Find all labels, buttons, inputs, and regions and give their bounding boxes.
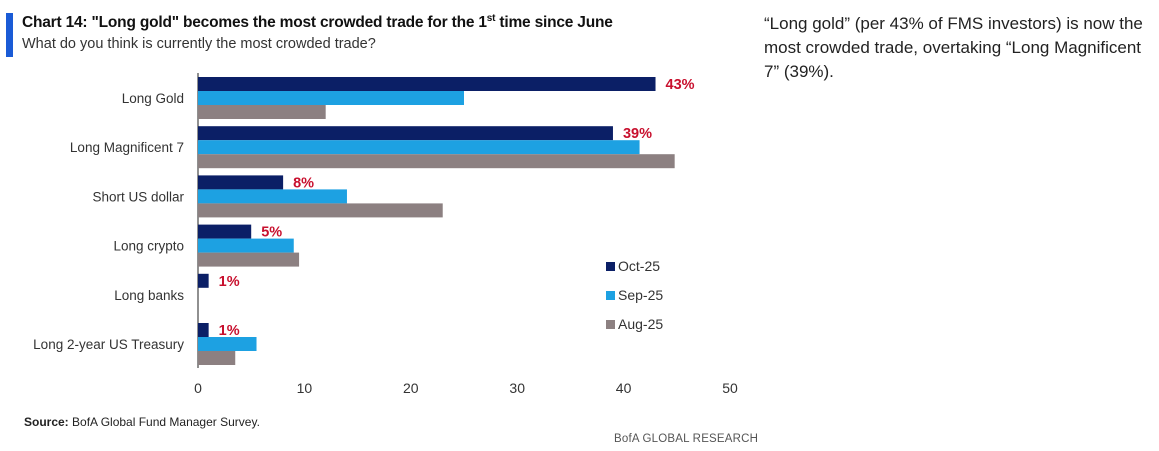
category-label: Long Magnificent 7 (70, 140, 184, 155)
source-note: Source: BofA Global Fund Manager Survey. (24, 415, 260, 429)
legend-swatch (606, 291, 615, 300)
category-label: Short US dollar (92, 189, 184, 204)
data-label: 39% (623, 126, 652, 142)
x-tick-label: 40 (616, 380, 632, 396)
title-accent-bar (6, 13, 13, 57)
bar-oct-25 (198, 323, 209, 337)
data-label: 5% (261, 225, 282, 241)
bar-oct-25 (198, 77, 656, 91)
data-label: 1% (219, 323, 240, 339)
bar-aug-25 (198, 105, 326, 119)
bar-sep-25 (198, 238, 294, 253)
data-label: 43% (666, 77, 695, 93)
commentary-text: “Long gold” (per 43% of FMS investors) i… (764, 14, 1143, 81)
bar-chart: 0 10 20 30 40 50 Long Gold 43% Long Magnificent … (33, 73, 738, 396)
x-tick-label: 20 (403, 380, 419, 396)
bar-sep-25 (198, 140, 640, 155)
category-label: Long Gold (122, 91, 184, 106)
bar-aug-25 (198, 351, 236, 365)
bar-aug-25 (198, 252, 300, 267)
bar-aug-25 (198, 154, 675, 169)
data-label: 1% (219, 274, 240, 290)
x-tick-label: 50 (722, 380, 738, 396)
chart-subtitle: What do you think is currently the most … (22, 36, 376, 52)
category-label: Long crypto (113, 239, 184, 254)
x-tick-label: 10 (297, 380, 313, 396)
x-tick-label: 0 (194, 380, 202, 396)
bar-sep-25 (198, 91, 464, 105)
bar-sep-25 (198, 337, 257, 351)
legend-swatch (606, 262, 615, 271)
bar-oct-25 (198, 224, 252, 239)
legend-label: Aug-25 (618, 316, 663, 332)
category-label: Long banks (114, 288, 184, 303)
legend-label: Sep-25 (618, 287, 663, 303)
footer-brand: BofA GLOBAL RESEARCH (614, 433, 759, 445)
legend-label: Oct-25 (618, 258, 660, 274)
bar-oct-25 (198, 273, 209, 288)
x-tick-label: 30 (509, 380, 525, 396)
bar-oct-25 (198, 126, 613, 141)
category-label: Long 2-year US Treasury (33, 337, 184, 352)
bar-aug-25 (198, 203, 443, 218)
data-label: 8% (293, 175, 314, 191)
bar-oct-25 (198, 175, 284, 190)
bar-sep-25 (198, 189, 347, 204)
chart-title: Chart 14: "Long gold" becomes the most c… (22, 13, 613, 32)
legend-swatch (606, 320, 615, 329)
